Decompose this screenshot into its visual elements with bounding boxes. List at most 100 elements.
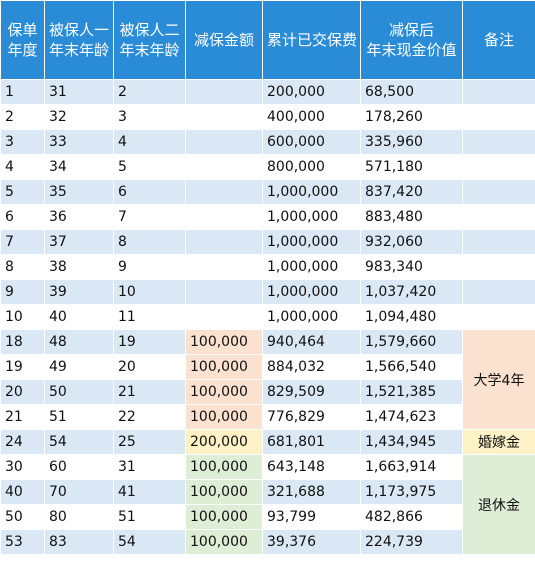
table-row: 40 70 41 100,000 321,688 1,173,975 [0, 479, 535, 505]
empty-cell [462, 204, 535, 230]
empty-cell [462, 154, 535, 180]
cell: 100,000 [185, 479, 263, 505]
cell: 2 [113, 79, 186, 105]
cell: 100,000 [185, 379, 263, 405]
header-line: 减保金额 [193, 31, 254, 49]
cell: 70 [44, 479, 114, 505]
cell: 60 [44, 454, 114, 480]
table-body: 1 31 2 200,000 68,500 2 32 3 400,000 178,260 3 33 4 6… [0, 79, 535, 555]
cell: 200,000 [185, 429, 263, 455]
cell: 1 [0, 79, 45, 105]
empty-cell [185, 204, 263, 230]
header-cell: 被保人一 年末年龄 [44, 0, 114, 80]
cell: 6 [113, 179, 186, 205]
cell: 1,000,000 [262, 279, 361, 305]
cell: 932,060 [360, 229, 463, 255]
cell: 1,037,420 [360, 279, 463, 305]
cell: 776,829 [262, 404, 361, 430]
table-row: 2 32 3 400,000 178,260 [0, 104, 535, 130]
cell: 37 [44, 229, 114, 255]
cell: 983,340 [360, 254, 463, 280]
cell: 100,000 [185, 354, 263, 380]
insurance-table: 保单 年度 被保人一 年末年龄 被保人二 年末年龄 减保金额 累计已交保费 减保后 年末现金价值备… [0, 0, 535, 555]
header-cell: 被保人二 年末年龄 [113, 0, 186, 80]
cell: 20 [113, 354, 186, 380]
table-row: 8 38 9 1,000,000 983,340 [0, 254, 535, 280]
cell: 178,260 [360, 104, 463, 130]
cell: 4 [113, 129, 186, 155]
header-line: 年末现金价值 [366, 41, 457, 59]
empty-cell [185, 279, 263, 305]
cell: 1,434,945 [360, 429, 463, 455]
header-line: 备注 [483, 31, 514, 49]
cell: 30 [0, 454, 45, 480]
table-row: 5 35 6 1,000,000 837,420 [0, 179, 535, 205]
cell: 1,663,914 [360, 454, 463, 480]
empty-cell [185, 129, 263, 155]
header-line: 保单 [7, 21, 38, 39]
cell: 83 [44, 529, 114, 555]
empty-cell [462, 304, 535, 330]
cell: 24 [0, 429, 45, 455]
empty-cell [462, 104, 535, 130]
table-row: 9 39 10 1,000,000 1,037,420 [0, 279, 535, 305]
cell: 20 [0, 379, 45, 405]
cell: 224,739 [360, 529, 463, 555]
cell: 800,000 [262, 154, 361, 180]
empty-cell [185, 304, 263, 330]
cell: 10 [113, 279, 186, 305]
cell: 1,000,000 [262, 204, 361, 230]
cell: 54 [113, 529, 186, 555]
table-row: 7 37 8 1,000,000 932,060 [0, 229, 535, 255]
cell: 1,173,975 [360, 479, 463, 505]
table-row: 30 60 31 100,000 643,148 1,663,914 退休金 [0, 454, 535, 555]
remark-cell: 大学4年 [462, 329, 535, 430]
cell: 25 [113, 429, 186, 455]
cell: 8 [0, 254, 45, 280]
remark-cell: 退休金 [462, 454, 535, 555]
cell: 4 [0, 154, 45, 180]
cell: 10 [0, 304, 45, 330]
cell: 48 [44, 329, 114, 355]
cell: 40 [44, 304, 114, 330]
header-cell: 备注 [462, 0, 535, 80]
table-row: 19 49 20 100,000 884,032 1,566,540 [0, 354, 535, 380]
cell: 36 [44, 204, 114, 230]
cell: 22 [113, 404, 186, 430]
cell: 829,509 [262, 379, 361, 405]
cell: 39 [44, 279, 114, 305]
cell: 643,148 [262, 454, 361, 480]
empty-cell [462, 254, 535, 280]
empty-cell [185, 254, 263, 280]
cell: 1,094,480 [360, 304, 463, 330]
table-row: 50 80 51 100,000 93,799 482,866 [0, 504, 535, 530]
cell: 18 [0, 329, 45, 355]
cell: 31 [113, 454, 186, 480]
cell: 321,688 [262, 479, 361, 505]
cell: 482,866 [360, 504, 463, 530]
table-row: 18 48 19 100,000 940,464 1,579,660 大学4年 [0, 329, 535, 430]
cell: 41 [113, 479, 186, 505]
cell: 100,000 [185, 404, 263, 430]
cell: 32 [44, 104, 114, 130]
table-row: 53 83 54 100,000 39,376 224,739 [0, 529, 535, 555]
header-cell: 减保后 年末现金价值 [360, 0, 463, 80]
table-row: 24 54 25 200,000 681,801 1,434,945 婚嫁金 [0, 429, 535, 455]
header-line: 年末年龄 [49, 41, 110, 59]
empty-cell [462, 79, 535, 105]
cell: 21 [0, 404, 45, 430]
header-cell: 保单 年度 [0, 0, 45, 80]
cell: 31 [44, 79, 114, 105]
table-row: 20 50 21 100,000 829,509 1,521,385 [0, 379, 535, 405]
empty-cell [185, 154, 263, 180]
remark-cell: 婚嫁金 [462, 429, 535, 455]
cell: 53 [0, 529, 45, 555]
header-line: 年末年龄 [119, 41, 180, 59]
cell: 400,000 [262, 104, 361, 130]
cell: 100,000 [185, 529, 263, 555]
empty-cell [462, 279, 535, 305]
cell: 54 [44, 429, 114, 455]
table-row: 10 40 11 1,000,000 1,094,480 [0, 304, 535, 330]
table-row: 21 51 22 100,000 776,829 1,474,623 [0, 404, 535, 430]
